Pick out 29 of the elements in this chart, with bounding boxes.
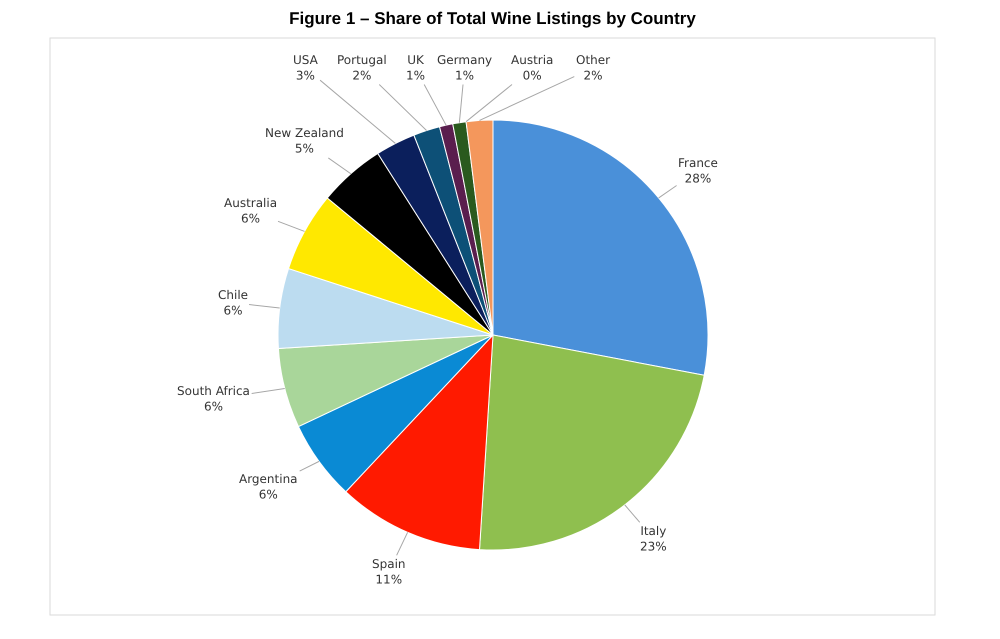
- slice-label: Other: [576, 53, 610, 67]
- slice-label: USA: [293, 53, 319, 67]
- data-label: 23%: [640, 540, 667, 554]
- category-label: Austria: [511, 53, 554, 67]
- data-label: 2%: [352, 68, 372, 83]
- slice-label: Spain: [372, 557, 406, 571]
- slice-label: UK: [407, 53, 425, 67]
- slice-label: South Africa: [177, 384, 250, 398]
- data-label: 1%: [455, 68, 474, 83]
- slice-label: Italy: [640, 524, 666, 538]
- slice-label: Australia: [224, 196, 278, 210]
- text: 0%: [522, 68, 542, 83]
- data-label: 6%: [224, 304, 243, 318]
- slice-label: Germany: [437, 53, 492, 67]
- slice-label: Argentina: [239, 472, 298, 486]
- data-label: 6%: [241, 212, 260, 226]
- data-label: 28%: [684, 172, 712, 186]
- data-label: 2%: [584, 68, 603, 83]
- data-label: 6%: [258, 488, 278, 502]
- slice-label: New Zealand: [265, 126, 344, 140]
- chart-title: Figure 1 – Share of Total Wine Listings by Country: [289, 8, 696, 28]
- data-label: 11%: [375, 572, 402, 587]
- slice-label: Chile: [218, 288, 248, 302]
- data-label: 5%: [294, 142, 314, 156]
- slice-label: France: [678, 156, 718, 170]
- data-label: 3%: [296, 68, 315, 83]
- slice-label: Portugal: [337, 53, 387, 67]
- data-label: 6%: [204, 400, 223, 414]
- data-label: 1%: [406, 68, 426, 83]
